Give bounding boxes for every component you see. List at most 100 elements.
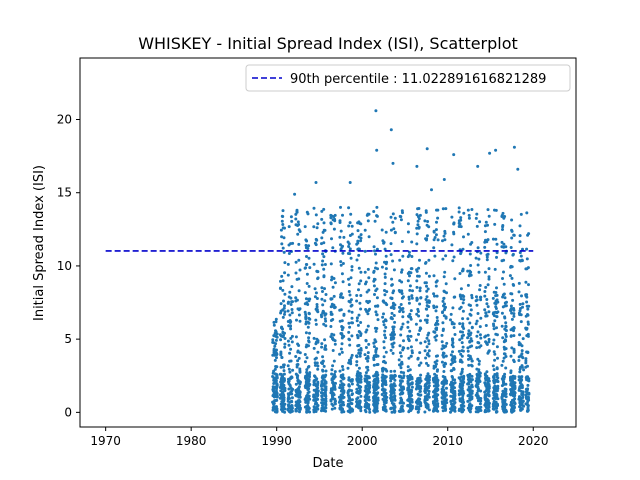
data-point: [500, 240, 504, 244]
data-point: [427, 408, 431, 412]
data-point: [275, 387, 278, 391]
data-point: [275, 385, 279, 389]
data-point: [324, 381, 328, 385]
data-point: [366, 312, 370, 316]
data-point: [283, 342, 287, 346]
data-point: [517, 290, 521, 294]
data-point: [282, 379, 286, 383]
data-point: [419, 319, 422, 323]
data-point: [330, 407, 334, 411]
data-point: [452, 381, 456, 385]
x-tick-label: 2020: [518, 434, 549, 448]
data-point: [484, 238, 487, 242]
data-point: [426, 287, 430, 291]
data-point: [400, 405, 404, 409]
data-point: [408, 288, 412, 292]
data-point: [468, 269, 472, 273]
data-point: [475, 394, 479, 398]
data-point: [373, 378, 376, 382]
data-point: [323, 299, 327, 303]
data-point: [349, 298, 353, 302]
data-point: [441, 406, 445, 409]
data-point: [382, 340, 386, 344]
data-point: [282, 369, 286, 373]
data-point: [316, 364, 320, 368]
data-point: [295, 363, 299, 367]
data-point: [457, 221, 461, 225]
data-point: [303, 225, 307, 229]
data-point: [340, 325, 344, 328]
data-point: [487, 277, 491, 281]
data-point: [433, 392, 437, 396]
data-point: [503, 392, 507, 396]
data-point: [322, 322, 326, 326]
data-point: [357, 313, 361, 317]
data-point: [501, 277, 504, 280]
data-point: [391, 351, 395, 355]
data-point: [331, 364, 335, 368]
data-point: [393, 410, 397, 414]
data-point: [355, 354, 359, 358]
data-point: [418, 390, 422, 393]
data-point: [427, 349, 431, 353]
data-point: [289, 303, 293, 306]
data-point: [526, 378, 530, 382]
data-point: [383, 333, 387, 337]
data-point: [278, 372, 282, 376]
data-point: [350, 382, 354, 386]
data-point: [374, 109, 378, 113]
data-point: [329, 325, 333, 328]
data-point: [417, 314, 421, 318]
data-point: [357, 366, 361, 370]
data-point: [504, 321, 508, 325]
data-point: [503, 352, 507, 356]
data-point: [357, 348, 361, 352]
data-point: [320, 342, 324, 346]
data-point: [501, 228, 504, 231]
data-point: [364, 371, 368, 375]
data-point: [477, 409, 481, 412]
data-point: [504, 329, 508, 333]
data-point: [425, 345, 429, 349]
data-point: [444, 315, 448, 319]
data-point: [375, 407, 379, 411]
data-point: [297, 223, 301, 226]
data-point: [294, 299, 298, 303]
data-point: [452, 402, 456, 406]
data-point: [398, 258, 402, 262]
data-point: [372, 269, 376, 273]
data-point: [425, 398, 429, 402]
data-point: [518, 240, 522, 244]
data-point: [450, 243, 454, 247]
data-point: [400, 268, 404, 272]
data-point: [282, 306, 286, 310]
data-point: [444, 354, 448, 358]
data-point: [469, 377, 473, 381]
data-point: [409, 334, 413, 338]
data-point: [373, 404, 377, 408]
data-point: [359, 270, 363, 274]
data-point: [398, 305, 401, 309]
data-point: [425, 336, 429, 340]
data-point: [347, 378, 351, 382]
data-point: [332, 359, 336, 363]
data-point: [494, 148, 498, 152]
data-point: [381, 239, 385, 243]
data-point: [519, 212, 523, 216]
data-point: [281, 335, 285, 339]
data-point: [282, 236, 286, 240]
data-point: [424, 210, 428, 214]
data-point: [457, 225, 461, 228]
data-point: [509, 354, 513, 358]
data-point: [312, 336, 316, 340]
data-point: [307, 390, 311, 394]
data-point: [355, 333, 359, 337]
data-point: [286, 320, 290, 323]
data-point: [449, 400, 453, 403]
data-point: [401, 211, 404, 215]
data-point: [453, 360, 457, 364]
data-point: [281, 409, 285, 413]
data-point: [306, 404, 310, 407]
data-point: [297, 399, 301, 403]
data-point: [340, 245, 344, 249]
